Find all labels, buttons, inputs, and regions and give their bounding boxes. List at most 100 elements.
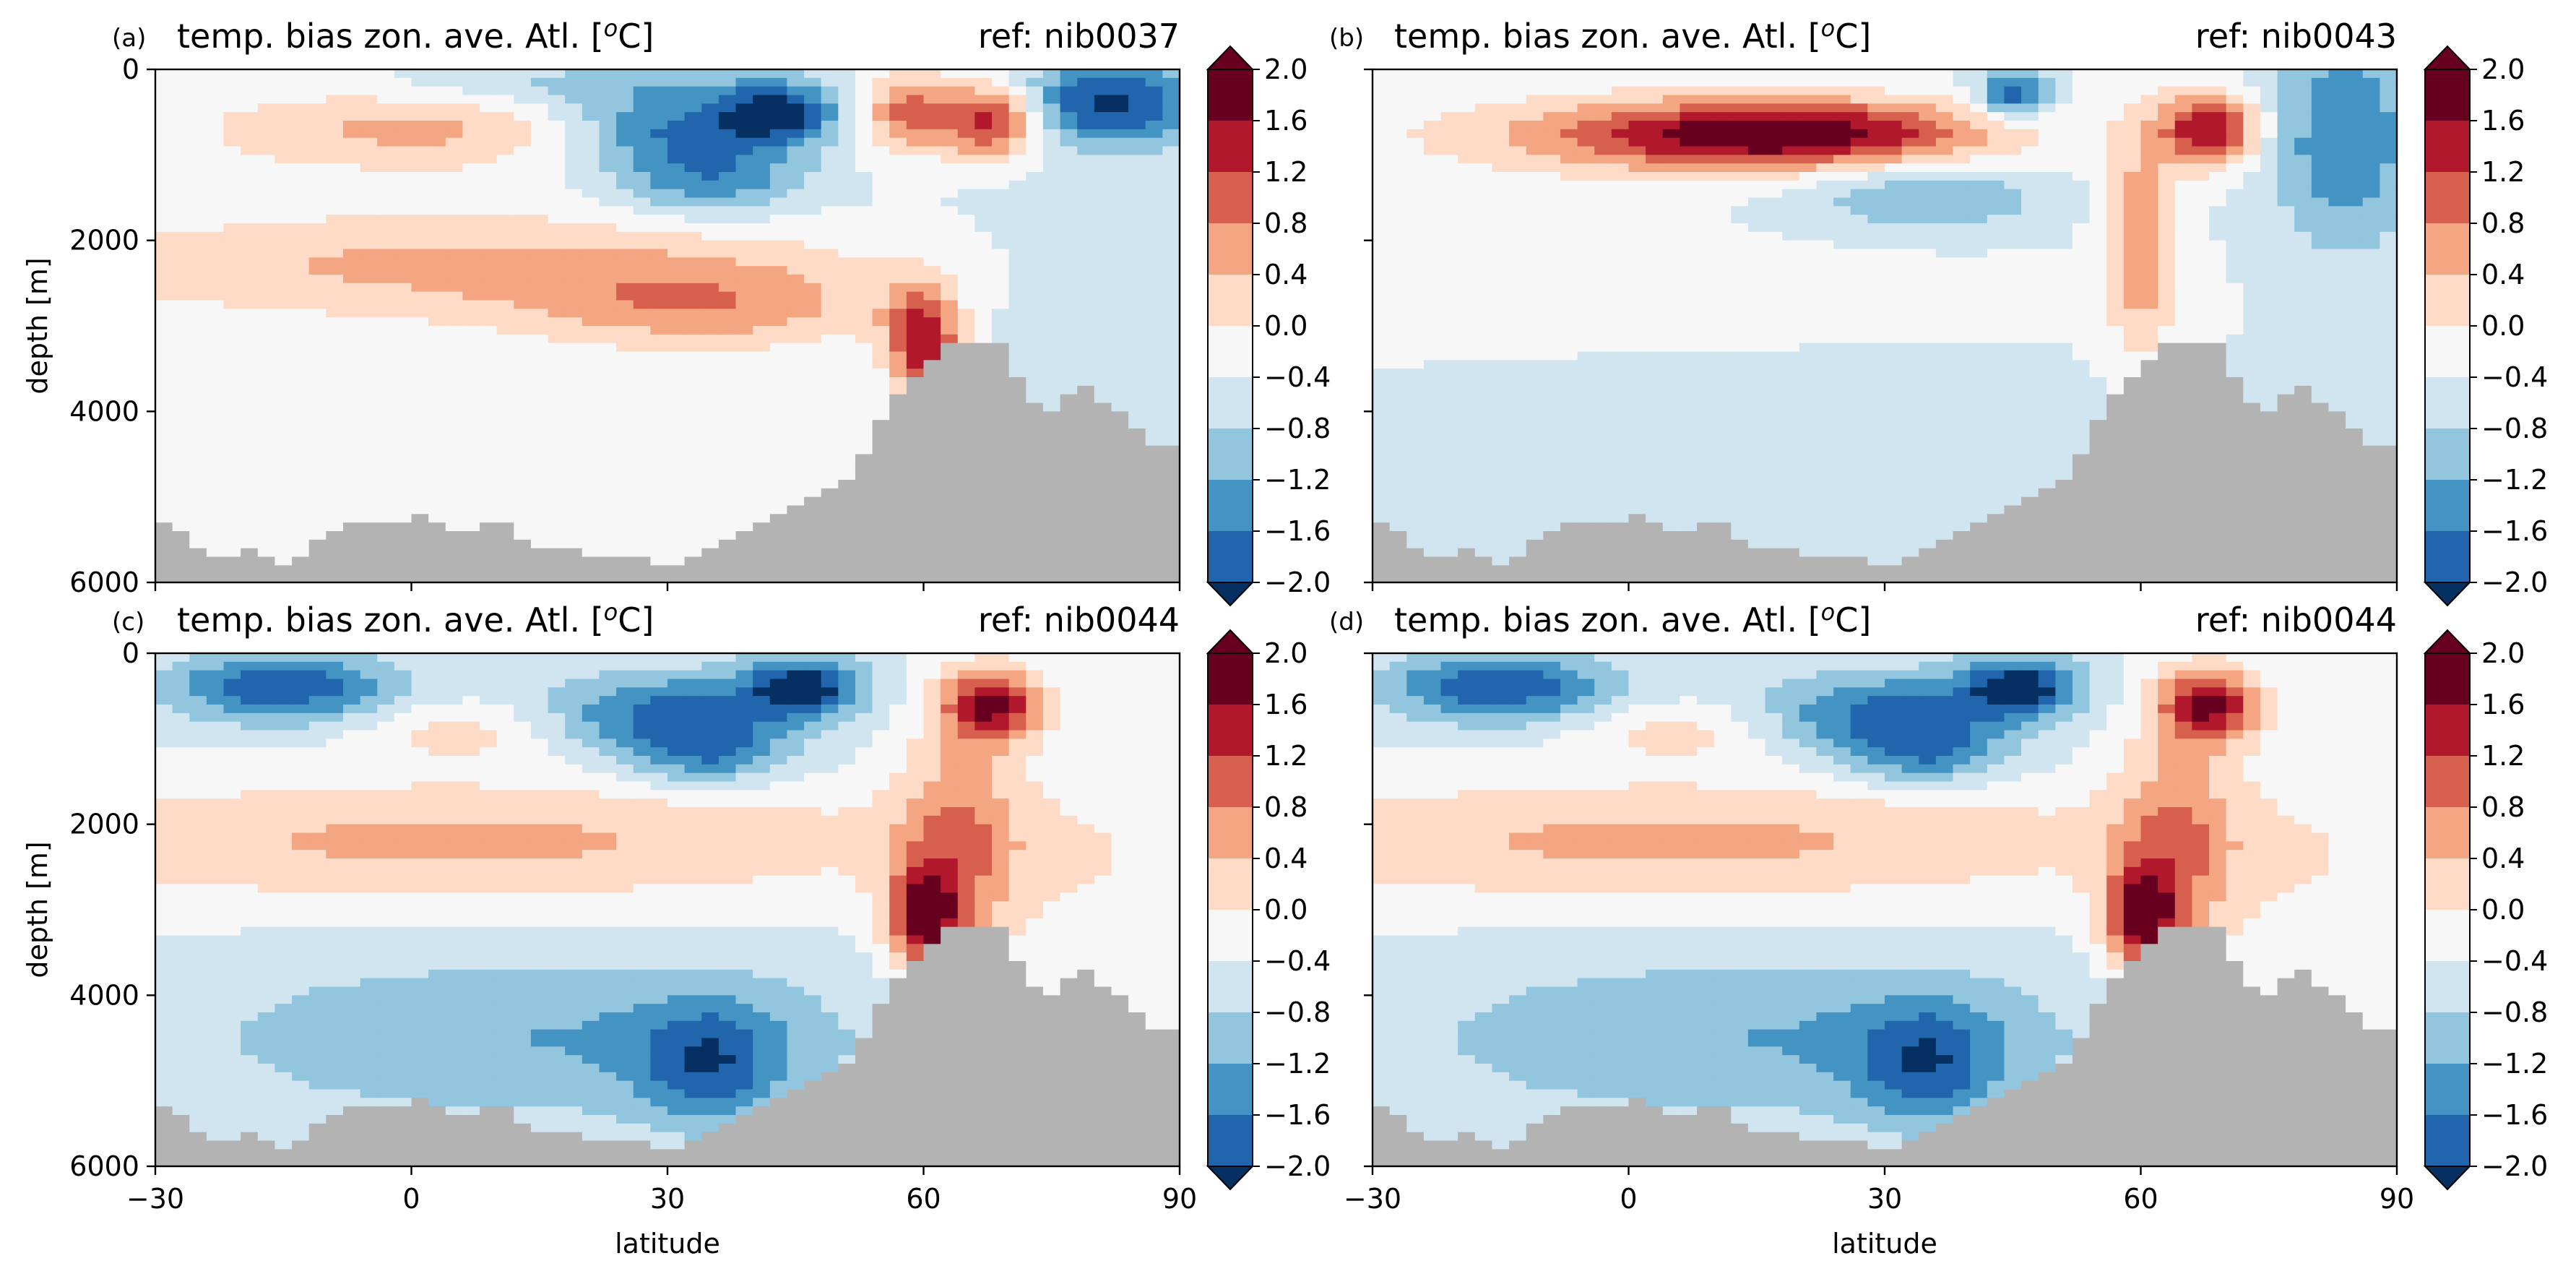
heatmap-cell xyxy=(446,283,463,292)
heatmap-cell xyxy=(753,95,770,104)
heatmap-cell xyxy=(821,360,839,369)
heatmap-cell xyxy=(1543,488,1560,497)
heatmap-cell xyxy=(1475,360,1492,369)
heatmap-cell xyxy=(1094,360,1112,369)
heatmap-cell xyxy=(719,301,736,309)
heatmap-cell xyxy=(1009,548,1026,557)
heatmap-cell xyxy=(1492,103,1509,112)
heatmap-cell xyxy=(446,506,463,514)
heatmap-cell xyxy=(1060,352,1078,361)
heatmap-cell xyxy=(650,514,667,522)
heatmap-cell xyxy=(907,121,924,129)
heatmap-cell xyxy=(514,257,531,266)
heatmap-cell xyxy=(1094,189,1112,198)
heatmap-cell xyxy=(1009,283,1026,292)
heatmap-cell xyxy=(360,301,378,309)
heatmap-cell xyxy=(1646,147,1663,155)
heatmap-cell xyxy=(974,420,992,429)
heatmap-cell xyxy=(258,198,275,207)
heatmap-cell xyxy=(1594,249,1612,258)
heatmap-cell xyxy=(1406,78,1424,87)
heatmap-cell xyxy=(1663,480,1680,488)
heatmap-cell xyxy=(309,514,327,522)
heatmap-cell xyxy=(207,275,224,283)
heatmap-cell xyxy=(599,138,616,147)
heatmap-cell xyxy=(1594,223,1612,232)
heatmap-cell xyxy=(309,548,327,557)
heatmap-cell xyxy=(377,386,394,395)
heatmap-cell xyxy=(1026,540,1043,548)
heatmap-cell xyxy=(309,360,327,369)
heatmap-cell xyxy=(634,326,651,335)
heatmap-cell xyxy=(1646,121,1663,129)
heatmap-cell xyxy=(462,87,480,95)
heatmap-cell xyxy=(838,574,855,582)
heatmap-cell xyxy=(428,155,446,163)
heatmap-cell xyxy=(804,69,821,78)
heatmap-cell xyxy=(531,301,548,309)
heatmap-cell xyxy=(394,172,412,181)
heatmap-cell xyxy=(1594,87,1612,95)
heatmap-cell xyxy=(924,309,941,317)
heatmap-cell xyxy=(873,522,890,531)
heatmap-cell xyxy=(1441,163,1458,172)
heatmap-cell xyxy=(1560,309,1578,317)
heatmap-cell xyxy=(224,181,241,189)
heatmap-cell xyxy=(224,163,241,172)
heatmap-cell xyxy=(224,87,241,95)
heatmap-cell xyxy=(258,155,275,163)
heatmap-cell xyxy=(1094,335,1112,343)
heatmap-cell xyxy=(753,189,770,198)
heatmap-cell xyxy=(360,574,378,582)
heatmap-cell xyxy=(326,112,343,121)
heatmap-cell xyxy=(685,480,702,488)
heatmap-cell xyxy=(326,78,343,87)
heatmap-cell xyxy=(1406,129,1424,138)
heatmap-cell xyxy=(343,275,360,283)
heatmap-cell xyxy=(770,471,787,480)
heatmap-cell xyxy=(787,181,804,189)
heatmap-cell xyxy=(1458,309,1475,317)
heatmap-cell xyxy=(1578,215,1595,223)
heatmap-cell xyxy=(326,480,343,488)
heatmap-cell xyxy=(941,121,958,129)
heatmap-cell xyxy=(701,266,719,275)
heatmap-cell xyxy=(958,386,975,395)
heatmap-cell xyxy=(428,147,446,155)
heatmap-cell xyxy=(1714,103,1732,112)
heatmap-cell xyxy=(241,429,258,437)
heatmap-cell xyxy=(309,522,327,531)
heatmap-cell xyxy=(1060,420,1078,429)
heatmap-cell xyxy=(1697,497,1714,506)
heatmap-cell xyxy=(701,429,719,437)
heatmap-cell xyxy=(855,275,873,283)
heatmap-cell xyxy=(719,309,736,317)
heatmap-cell xyxy=(1612,352,1629,361)
heatmap-cell xyxy=(1714,198,1732,207)
heatmap-cell xyxy=(173,514,190,522)
heatmap-cell xyxy=(855,232,873,241)
heatmap-cell xyxy=(531,540,548,548)
heatmap-cell xyxy=(241,78,258,87)
heatmap-cell xyxy=(394,514,412,522)
heatmap-cell xyxy=(1714,301,1732,309)
heatmap-cell xyxy=(1612,266,1629,275)
heatmap-cell xyxy=(224,446,241,455)
heatmap-cell xyxy=(258,215,275,223)
heatmap-cell xyxy=(907,266,924,275)
heatmap-cell xyxy=(1458,565,1475,574)
heatmap-cell xyxy=(719,480,736,488)
heatmap-cell xyxy=(292,352,309,361)
panel-title: temp. bias zon. ave. Atl. [oC] xyxy=(177,14,654,56)
heatmap-cell xyxy=(1680,548,1697,557)
heatmap-cell xyxy=(531,386,548,395)
heatmap-cell xyxy=(1543,462,1560,471)
heatmap-cell xyxy=(1077,172,1094,181)
heatmap-cell xyxy=(241,87,258,95)
heatmap-cell xyxy=(821,198,839,207)
heatmap-cell xyxy=(924,480,941,488)
heatmap-cell xyxy=(292,147,309,155)
heatmap-cell xyxy=(1373,112,1390,121)
heatmap-cell xyxy=(1458,557,1475,566)
colorbar-tick-label: −1.2 xyxy=(1264,464,1331,496)
